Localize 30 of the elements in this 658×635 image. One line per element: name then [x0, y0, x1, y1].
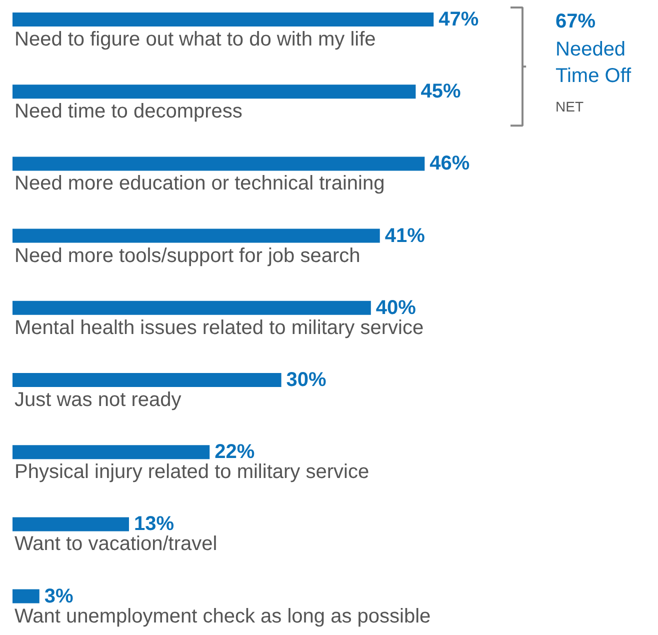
y-tick-label: Need to figure out what to do with my life [14, 28, 376, 50]
y-tick-label: Want to vacation/travel [14, 533, 218, 556]
data-label: 41% [384, 224, 426, 247]
data-label: 30% [286, 369, 327, 391]
data-label: 46% [430, 152, 470, 175]
data-label: 40% [376, 296, 416, 319]
y-tick-label: Need more education or technical training [14, 172, 385, 195]
bar [12, 84, 416, 99]
text: NET [556, 98, 584, 114]
data-label: 22% [214, 441, 255, 464]
bar [12, 373, 282, 387]
bar [12, 589, 40, 604]
data-label: 13% [134, 513, 174, 536]
y-tick-label: Want unemployment check as long as possible [14, 605, 431, 628]
bar [12, 300, 371, 315]
bar [12, 12, 434, 26]
text: 67% [556, 10, 596, 32]
y-tick-label: Need time to decompress [14, 100, 242, 123]
y-tick-label: Mental health issues related to military service [14, 316, 424, 339]
y-tick-label: Physical injury related to military service [14, 461, 370, 484]
text: Needed Time Off [556, 38, 632, 87]
y-tick-label: Just was not ready [14, 389, 182, 411]
data-label: 3% [44, 585, 74, 608]
data-label: 45% [420, 80, 461, 103]
data-label: 47% [438, 8, 479, 30]
bar [12, 445, 210, 460]
bar [12, 228, 380, 243]
bar [12, 156, 425, 171]
bar [12, 517, 129, 532]
y-tick-label: Need more tools/support for job search [14, 244, 360, 267]
